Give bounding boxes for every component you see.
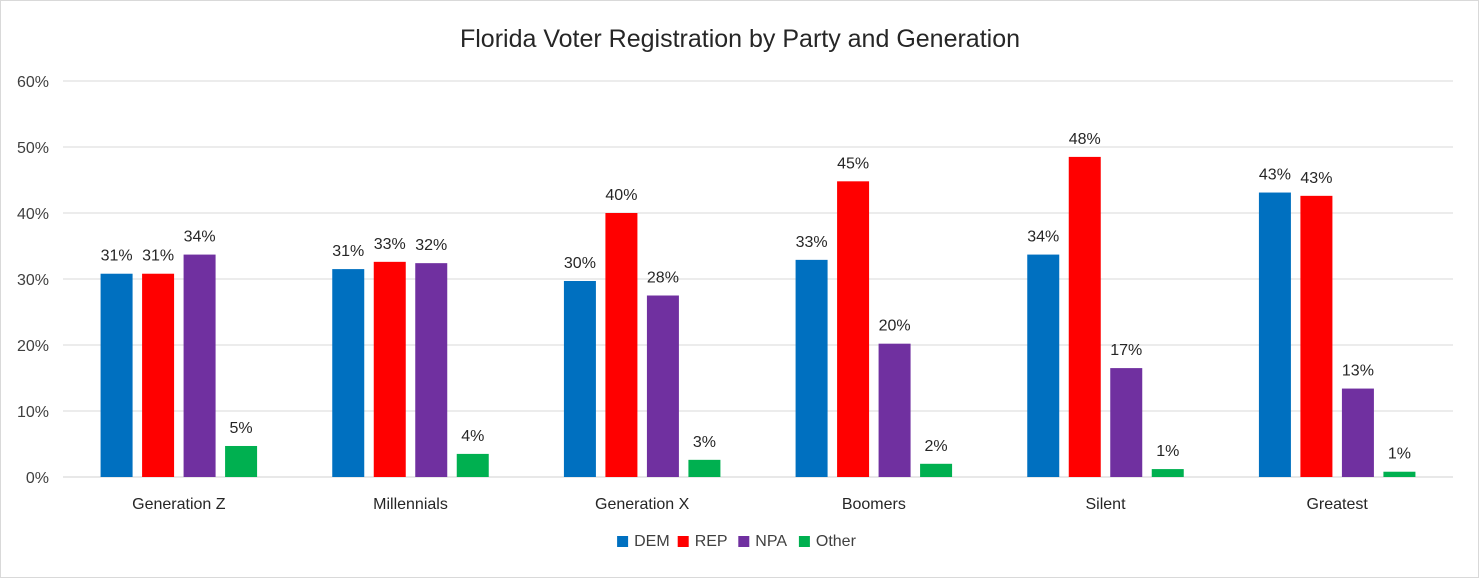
bar-rep-silent: [1068, 156, 1101, 477]
category-label-generation-z: Generation Z: [132, 496, 226, 513]
legend-swatch-rep: [677, 536, 689, 547]
y-axis-tick-labels: 0% 10% 20% 30% 40% 50% 60%: [17, 74, 49, 487]
legend-item-npa: NPA: [738, 533, 787, 550]
data-label-dem-silent: 34%: [1027, 229, 1059, 246]
y-tick-label: 60%: [17, 74, 49, 91]
legend-label-rep: REP: [695, 533, 728, 550]
bar-other-silent: [1151, 469, 1184, 477]
legend-item-other: Other: [798, 533, 857, 550]
bar-dem-generation-x: [563, 280, 596, 477]
y-tick-label: 40%: [17, 206, 49, 223]
category-label-silent: Silent: [1085, 496, 1126, 513]
data-label-rep-millennials: 33%: [374, 236, 406, 253]
bar-other-greatest: [1383, 471, 1416, 477]
bar-rep-generation-x: [605, 213, 638, 477]
bar-other-boomers: [920, 463, 953, 477]
legend-item-rep: REP: [677, 533, 728, 550]
data-label-dem-generation-z: 31%: [101, 248, 133, 265]
data-label-npa-generation-z: 34%: [184, 229, 216, 246]
gridlines: [63, 80, 1453, 478]
data-label-other-greatest: 1%: [1388, 446, 1411, 463]
data-label-dem-generation-x: 30%: [564, 255, 596, 272]
bar-other-generation-z: [225, 445, 258, 477]
legend-label-other: Other: [816, 533, 857, 550]
data-label-rep-generation-z: 31%: [142, 248, 174, 265]
data-label-dem-greatest: 43%: [1259, 167, 1291, 184]
bar-npa-generation-z: [183, 254, 216, 477]
bar-other-generation-x: [688, 459, 721, 477]
data-label-other-generation-z: 5%: [230, 420, 253, 437]
bar-rep-greatest: [1300, 195, 1333, 477]
bar-npa-millennials: [415, 263, 448, 477]
category-label-millennials: Millennials: [373, 496, 448, 513]
legend-swatch-dem: [617, 536, 629, 547]
data-label-other-generation-x: 3%: [693, 434, 716, 451]
bar-rep-boomers: [837, 181, 870, 477]
y-tick-label: 50%: [17, 140, 49, 157]
legend-swatch-other: [798, 536, 810, 547]
data-label-npa-boomers: 20%: [879, 318, 911, 335]
data-label-npa-greatest: 13%: [1342, 363, 1374, 380]
category-label-boomers: Boomers: [842, 496, 906, 513]
x-axis-category-labels: Generation Z Millennials Generation X Boome…: [132, 496, 1368, 513]
data-label-dem-millennials: 31%: [332, 243, 364, 260]
legend-item-dem: DEM: [617, 533, 670, 550]
chart-title: Florida Voter Registration by Party and …: [460, 25, 1020, 53]
y-tick-label: 0%: [26, 470, 49, 487]
data-labels: 31% 31% 34% 5% 31% 33% 32% 4% 30% 40% 28% 3% 33% 45% 2…: [101, 131, 1411, 463]
data-label-npa-millennials: 32%: [415, 237, 447, 254]
bar-npa-generation-x: [646, 295, 679, 477]
category-label-generation-x: Generation X: [595, 496, 690, 513]
y-tick-label: 10%: [17, 404, 49, 421]
bar-npa-greatest: [1341, 388, 1374, 477]
bar-dem-silent: [1027, 254, 1060, 477]
data-label-dem-boomers: 33%: [796, 234, 828, 251]
bar-dem-boomers: [795, 259, 828, 477]
data-label-npa-silent: 17%: [1110, 342, 1142, 359]
category-label-greatest: Greatest: [1306, 496, 1368, 513]
bar-npa-boomers: [878, 343, 911, 477]
legend-label-dem: DEM: [634, 533, 670, 550]
bar-npa-silent: [1110, 368, 1143, 477]
y-tick-label: 20%: [17, 338, 49, 355]
data-label-rep-silent: 48%: [1069, 131, 1101, 148]
data-label-other-silent: 1%: [1156, 443, 1179, 460]
y-tick-label: 30%: [17, 272, 49, 289]
bar-rep-millennials: [373, 261, 406, 477]
data-label-rep-boomers: 45%: [837, 155, 869, 172]
bar-dem-millennials: [332, 269, 365, 477]
legend-label-npa: NPA: [755, 533, 787, 550]
bar-rep-generation-z: [142, 273, 175, 477]
data-label-npa-generation-x: 28%: [647, 270, 679, 287]
data-label-other-boomers: 2%: [925, 438, 948, 455]
legend-swatch-npa: [738, 536, 750, 547]
bar-dem-generation-z: [100, 273, 133, 477]
bars: [100, 156, 1416, 478]
data-label-other-millennials: 4%: [461, 428, 484, 445]
bar-dem-greatest: [1258, 192, 1291, 478]
legend: DEM REP NPA Other: [617, 533, 857, 550]
bar-other-millennials: [456, 453, 489, 477]
data-label-rep-generation-x: 40%: [605, 187, 637, 204]
data-label-rep-greatest: 43%: [1300, 170, 1332, 187]
